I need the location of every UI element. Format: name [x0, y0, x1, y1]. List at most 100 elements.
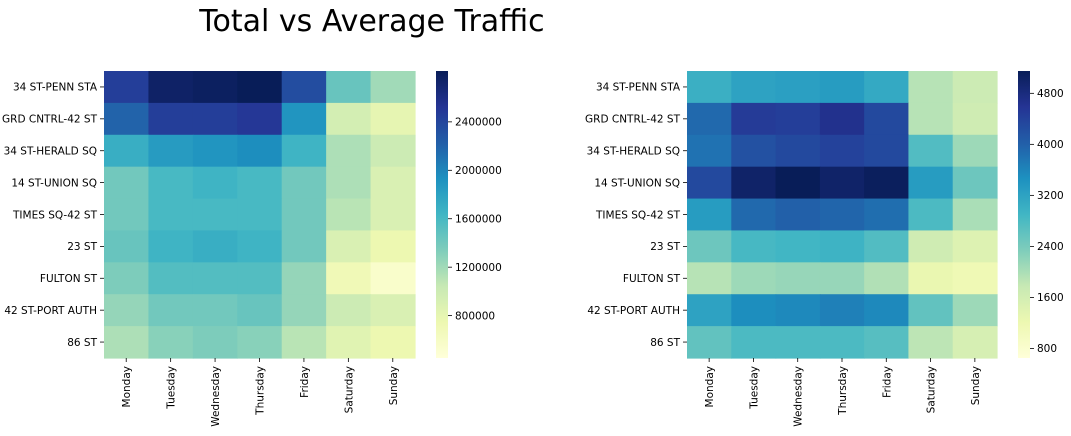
station-label: 34 ST-HERALD SQ — [4, 146, 97, 158]
heatmap-cell — [192, 230, 238, 263]
heatmap-cell — [775, 102, 821, 136]
colorbar-tick-label: 2400 — [1037, 241, 1064, 253]
colorbar-tick-label: 4000 — [1037, 139, 1064, 151]
day-label: Monday — [704, 366, 716, 407]
heatmap-cell — [864, 71, 910, 104]
figure-title: Total vs Average Traffic — [198, 4, 544, 39]
heatmap-cell — [148, 198, 194, 232]
heatmap-cell — [281, 71, 327, 104]
heatmap-cell — [687, 102, 732, 136]
heatmap-cell — [237, 198, 283, 232]
heatmap-cell — [281, 230, 327, 263]
day-label: Thursday — [837, 366, 849, 416]
heatmap-cell — [819, 230, 865, 263]
heatmap-cell — [687, 294, 732, 327]
heatmap-cell — [687, 134, 732, 168]
heatmap-cell — [775, 166, 821, 200]
heatmap-cell — [819, 134, 865, 168]
colorbar-tick-label: 800 — [1037, 343, 1057, 355]
heatmap-cell — [775, 198, 821, 232]
day-label: Sunday — [970, 366, 982, 405]
colorbar-tick-label: 800000 — [455, 310, 495, 322]
station-label: 14 ST-UNION SQ — [594, 177, 680, 189]
day-label: Friday — [299, 366, 311, 398]
heatmap-cell — [952, 134, 998, 168]
heatmap-total: 34 ST-PENN STA GRD CNTRL-42 ST 34 ST-HERAL… — [2, 71, 502, 427]
heatmap-cell — [326, 102, 372, 136]
heatmap-cell — [775, 326, 821, 359]
heatmap-cell — [775, 262, 821, 295]
heatmap-cell — [819, 71, 865, 104]
heatmap-cell — [370, 71, 416, 104]
station-label: GRD CNTRL-42 ST — [2, 114, 98, 126]
heatmap-cell — [731, 326, 777, 359]
station-label: 34 ST-PENN STA — [596, 82, 681, 94]
heatmap-cell — [864, 326, 910, 359]
heatmap-cell — [687, 230, 732, 263]
heatmap-cell — [819, 326, 865, 359]
heatmap-cell — [192, 198, 238, 232]
heatmap-cell — [326, 134, 372, 168]
heatmap-cell — [281, 198, 327, 232]
heatmap-cell — [687, 198, 732, 232]
colorbar-tick-label: 3200 — [1037, 190, 1064, 202]
heatmap-cell — [192, 134, 238, 168]
colorbar-tick-label: 4800 — [1037, 88, 1064, 100]
heatmap-cell — [370, 294, 416, 327]
day-label: Wednesday — [210, 366, 222, 427]
station-label: 23 ST — [67, 241, 97, 253]
heatmap-cell — [775, 134, 821, 168]
heatmap-cell — [281, 166, 327, 200]
heatmap-cell — [687, 326, 732, 359]
heatmap-cell — [731, 230, 777, 263]
heatmap-cell — [326, 294, 372, 327]
station-label: 42 ST-PORT AUTH — [4, 305, 97, 317]
heatmap-cell — [908, 262, 954, 295]
heatmap-cell — [148, 326, 194, 359]
heatmap-cell — [819, 166, 865, 200]
heatmap-cell — [908, 294, 954, 327]
station-label: GRD CNTRL-42 ST — [585, 114, 681, 126]
day-label: Tuesday — [748, 366, 760, 410]
heatmap-cell — [192, 262, 238, 295]
colorbar-tick-label: 1600 — [1037, 292, 1064, 304]
colorbar — [436, 71, 448, 358]
heatmap-cell — [864, 198, 910, 232]
day-label: Sunday — [388, 366, 400, 405]
heatmap-cell — [864, 166, 910, 200]
heatmap-cell — [326, 198, 372, 232]
heatmap-cell — [104, 262, 150, 295]
heatmap-cell — [104, 102, 150, 136]
heatmap-cell — [952, 71, 998, 104]
heatmap-cell — [908, 134, 954, 168]
heatmap-cell — [908, 230, 954, 263]
heatmap-cell — [952, 166, 998, 200]
heatmap-average: 34 ST-PENN STA GRD CNTRL-42 ST 34 ST-HERAL… — [585, 71, 1064, 427]
heatmap-cell — [326, 71, 372, 104]
heatmap-cell — [104, 326, 150, 359]
heatmap-cell — [104, 198, 150, 232]
heatmap-cell — [326, 230, 372, 263]
heatmap-cell — [775, 71, 821, 104]
heatmap-cell — [148, 230, 194, 263]
station-label: TIMES SQ-42 ST — [12, 209, 98, 221]
heatmap-cell — [370, 262, 416, 295]
heatmap-cell — [281, 294, 327, 327]
colorbar-tick-label: 1600000 — [455, 214, 502, 226]
heatmap-cell — [237, 71, 283, 104]
heatmap-cell — [908, 198, 954, 232]
heatmap-cell — [192, 326, 238, 359]
heatmap-cell — [326, 166, 372, 200]
heatmap-cell — [281, 102, 327, 136]
station-label: 34 ST-HERALD SQ — [587, 146, 680, 158]
heatmap-cell — [731, 71, 777, 104]
day-label: Monday — [121, 366, 133, 407]
heatmap-cell — [908, 326, 954, 359]
day-label: Thursday — [255, 366, 267, 416]
heatmap-cell — [370, 134, 416, 168]
heatmap-cell — [731, 198, 777, 232]
heatmap-cell — [952, 326, 998, 359]
station-label: 23 ST — [650, 241, 680, 253]
